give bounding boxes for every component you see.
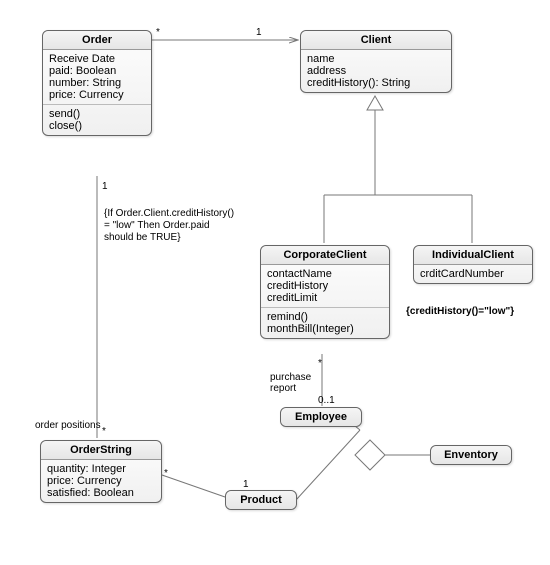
class-corporateclient: CorporateClient contactName creditHistor…	[260, 245, 390, 339]
class-product: Product	[225, 490, 297, 510]
class-indiv-attrs: crditCardNumber	[414, 265, 532, 283]
mult-product-one: 1	[243, 479, 249, 490]
class-orderstring-attrs: quantity: Integer price: Currency satisf…	[41, 460, 161, 502]
class-enventory-title: Enventory	[431, 446, 511, 464]
role-purchase-report: purchase report	[270, 372, 311, 394]
class-client-title: Client	[301, 31, 451, 50]
class-order-attrs: Receive Date paid: Boolean number: Strin…	[43, 50, 151, 105]
class-orderstring: OrderString quantity: Integer price: Cur…	[40, 440, 162, 503]
class-corp-title: CorporateClient	[261, 246, 389, 265]
constraint-individual: {creditHistory()="low"}	[406, 306, 514, 318]
class-orderstring-title: OrderString	[41, 441, 161, 460]
ternary-node	[296, 426, 430, 500]
mult-employee: 0..1	[318, 395, 335, 406]
class-individualclient: IndividualClient crditCardNumber	[413, 245, 533, 284]
mult-order-one: 1	[102, 181, 108, 192]
mult-orderstring-star: *	[102, 426, 106, 437]
class-product-title: Product	[226, 491, 296, 509]
class-indiv-title: IndividualClient	[414, 246, 532, 265]
class-employee-title: Employee	[281, 408, 361, 426]
mult-client-one: 1	[256, 27, 262, 38]
class-order-ops: send() close()	[43, 105, 151, 135]
class-corp-attrs: contactName creditHistory creditLimit	[261, 265, 389, 308]
mult-orderstring-star2: *	[164, 468, 168, 479]
constraint-credit-low: {If Order.Client.creditHistory() = "low"…	[104, 208, 234, 244]
edge-orderstring-product	[162, 475, 225, 497]
class-employee: Employee	[280, 407, 362, 427]
class-corp-ops: remind() monthBill(Integer)	[261, 308, 389, 338]
class-enventory: Enventory	[430, 445, 512, 465]
role-order-positions: order positions	[35, 420, 101, 431]
mult-corp-star: *	[318, 358, 322, 369]
class-client-attrs: name address creditHistory(): String	[301, 50, 451, 92]
class-order-title: Order	[43, 31, 151, 50]
class-order: Order Receive Date paid: Boolean number:…	[42, 30, 152, 136]
edge-generalization	[324, 96, 472, 243]
class-client: Client name address creditHistory(): Str…	[300, 30, 452, 93]
mult-order-star: *	[156, 27, 160, 38]
